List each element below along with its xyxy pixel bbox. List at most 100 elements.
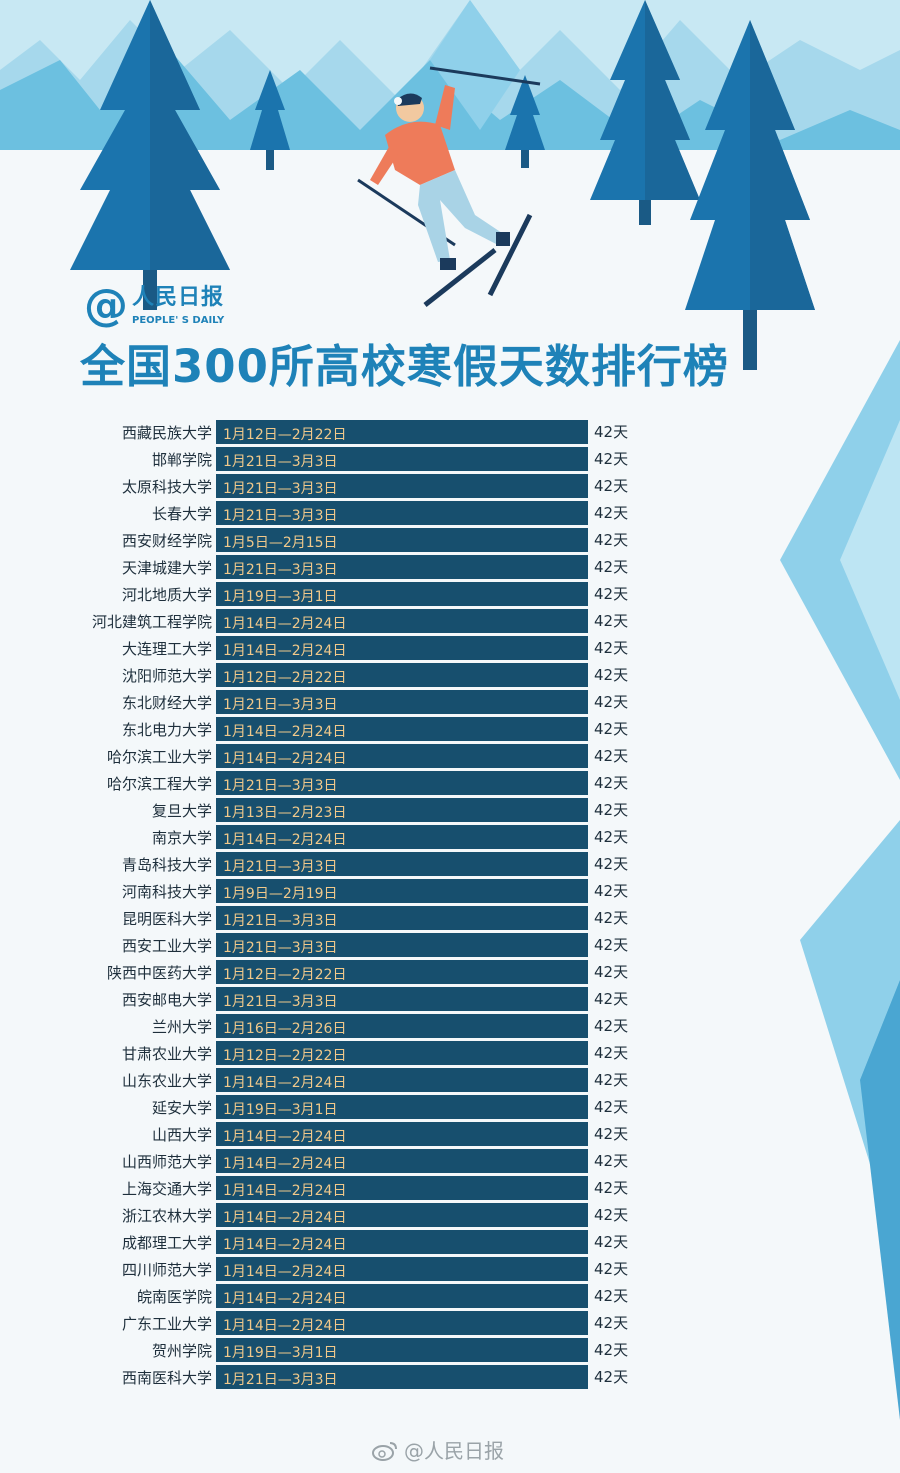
chart-row: 西安邮电大学 1月21日—3月3日 42天: [122, 987, 628, 1011]
bar: [216, 1041, 588, 1065]
days-value-label: 42天: [594, 1233, 628, 1251]
date-range-label: 1月14日—2月24日: [223, 616, 346, 632]
university-name-label: 长春大学: [152, 505, 212, 523]
university-name-label: 河北地质大学: [122, 586, 212, 604]
date-range-label: 1月14日—2月24日: [223, 832, 346, 848]
university-name-label: 大连理工大学: [122, 640, 212, 658]
chart-row: 长春大学 1月21日—3月3日 42天: [152, 501, 628, 525]
university-name-label: 西安财经学院: [122, 532, 212, 550]
bar: [216, 528, 588, 552]
chart-row: 哈尔滨工程大学 1月21日—3月3日 42天: [107, 771, 628, 795]
date-range-label: 1月12日—2月22日: [223, 967, 346, 983]
logo-name-english: PEOPLE' S DAILY: [132, 315, 225, 326]
chart-row: 东北电力大学 1月14日—2月24日 42天: [122, 717, 628, 741]
days-value-label: 42天: [594, 1017, 628, 1035]
date-range-label: 1月12日—2月22日: [223, 1048, 346, 1064]
university-name-label: 东北电力大学: [122, 721, 212, 739]
weibo-icon: [372, 1442, 397, 1461]
university-name-label: 广东工业大学: [122, 1315, 212, 1333]
university-name-label: 邯郸学院: [152, 451, 212, 469]
date-range-label: 1月14日—2月24日: [223, 643, 346, 659]
chart-row: 太原科技大学 1月21日—3月3日 42天: [122, 474, 628, 498]
chart-row: 东北财经大学 1月21日—3月3日 42天: [122, 690, 628, 714]
days-value-label: 42天: [594, 1314, 628, 1332]
bar: [216, 798, 588, 822]
date-range-label: 1月21日—3月3日: [223, 454, 338, 470]
chart-row: 山西师范大学 1月14日—2月24日 42天: [122, 1149, 628, 1173]
days-value-label: 42天: [594, 612, 628, 630]
university-name-label: 哈尔滨工业大学: [107, 748, 212, 766]
university-name-label: 山西大学: [152, 1126, 212, 1144]
date-range-label: 1月21日—3月3日: [223, 562, 338, 578]
chart-row: 山西大学 1月14日—2月24日 42天: [152, 1122, 628, 1146]
date-range-label: 1月21日—3月3日: [223, 508, 338, 524]
peoples-daily-logo: @ 人民日报 PEOPLE' S DAILY: [84, 282, 284, 334]
bar: [216, 474, 588, 498]
chart-row: 西安工业大学 1月21日—3月3日 42天: [122, 933, 628, 957]
date-range-label: 1月13日—2月23日: [223, 805, 346, 821]
university-name-label: 成都理工大学: [122, 1234, 212, 1252]
chart-row: 昆明医科大学 1月21日—3月3日 42天: [122, 906, 628, 930]
date-range-label: 1月14日—2月24日: [223, 1075, 346, 1091]
bar: [216, 1176, 588, 1200]
days-value-label: 42天: [594, 558, 628, 576]
days-value-label: 42天: [594, 909, 628, 927]
bar: [216, 1230, 588, 1254]
university-name-label: 山西师范大学: [122, 1153, 212, 1171]
days-value-label: 42天: [594, 990, 628, 1008]
right-ice-shape-mid: [840, 420, 900, 700]
bar: [216, 582, 588, 606]
days-value-label: 42天: [594, 1368, 628, 1386]
university-name-label: 沈阳师范大学: [122, 667, 212, 685]
chart-row: 广东工业大学 1月14日—2月24日 42天: [122, 1311, 628, 1335]
bar: [216, 1149, 588, 1173]
days-value-label: 42天: [594, 720, 628, 738]
logo-name-chinese: 人民日报: [132, 285, 225, 310]
university-name-label: 西南医科大学: [122, 1369, 212, 1387]
chart-row: 西安财经学院 1月5日—2月15日 42天: [122, 528, 628, 552]
date-range-label: 1月21日—3月3日: [223, 859, 338, 875]
chart-row: 大连理工大学 1月14日—2月24日 42天: [122, 636, 628, 660]
university-name-label: 四川师范大学: [122, 1261, 212, 1279]
days-value-label: 42天: [594, 1260, 628, 1278]
date-range-label: 1月16日—2月26日: [223, 1021, 346, 1037]
bar: [216, 663, 588, 687]
date-range-label: 1月12日—2月22日: [223, 670, 346, 686]
tree-left-large: [70, 0, 230, 310]
bar: [216, 501, 588, 525]
bar: [216, 636, 588, 660]
bar: [216, 960, 588, 984]
days-value-label: 42天: [594, 531, 628, 549]
date-range-label: 1月14日—2月24日: [223, 751, 346, 767]
chart-row: 河北地质大学 1月19日—3月1日 42天: [122, 582, 628, 606]
university-name-label: 延安大学: [152, 1099, 212, 1117]
days-value-label: 42天: [594, 423, 628, 441]
date-range-label: 1月19日—3月1日: [223, 589, 338, 605]
tree-small-center: [505, 75, 545, 168]
university-name-label: 西藏民族大学: [122, 424, 212, 442]
bar: [216, 744, 588, 768]
bar: [216, 1095, 588, 1119]
date-range-label: 1月5日—2月15日: [223, 535, 338, 551]
bar: [216, 420, 588, 444]
page-title: 全国300所高校寒假天数排行榜: [80, 340, 729, 393]
days-value-label: 42天: [594, 855, 628, 873]
chart-row: 四川师范大学 1月14日—2月24日 42天: [122, 1257, 628, 1281]
bar: [216, 1311, 588, 1335]
university-name-label: 兰州大学: [152, 1018, 212, 1036]
university-name-label: 西安工业大学: [122, 937, 212, 955]
bar: [216, 852, 588, 876]
chart-row: 南京大学 1月14日—2月24日 42天: [152, 825, 628, 849]
university-name-label: 南京大学: [152, 829, 212, 847]
days-value-label: 42天: [594, 1071, 628, 1089]
university-name-label: 浙江农林大学: [122, 1207, 212, 1225]
chart-row: 西南医科大学 1月21日—3月3日 42天: [122, 1365, 628, 1389]
watermark-text: @人民日报: [404, 1439, 504, 1463]
bar: [216, 879, 588, 903]
days-value-label: 42天: [594, 774, 628, 792]
bar: [216, 717, 588, 741]
days-value-label: 42天: [594, 1206, 628, 1224]
weibo-watermark: @人民日报: [372, 1436, 572, 1466]
days-value-label: 42天: [594, 1179, 628, 1197]
